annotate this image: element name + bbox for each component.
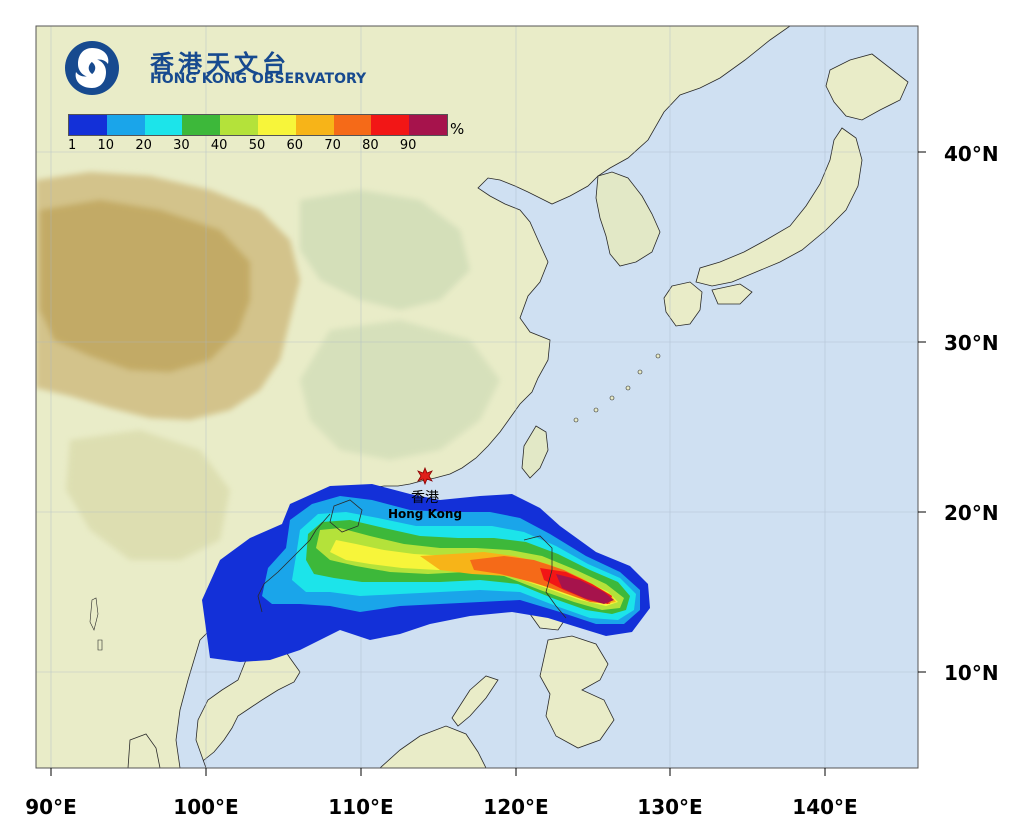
coastline-overlay [257, 499, 567, 619]
lon-label-110: 110°E [328, 795, 394, 819]
legend-swatch [409, 115, 447, 135]
legend-swatch [295, 115, 334, 135]
legend-swatch [333, 115, 372, 135]
logo-chinese-name: 香港天文台 [150, 50, 290, 78]
axis-ticks [50, 151, 926, 776]
lat-label-10: 10°N [944, 661, 999, 685]
legend-swatch [69, 115, 107, 135]
honshu [695, 127, 863, 287]
lon-label-140: 140°E [792, 795, 858, 819]
indochina-hills [66, 430, 230, 560]
probability-legend: 1 10 20 30 40 50 60 70 80 90 % [68, 114, 464, 154]
city-name-english: Hong Kong [387, 507, 463, 521]
map-frame [35, 25, 919, 769]
andaman-islands [89, 597, 103, 651]
red-star-icon [417, 466, 433, 486]
ryukyu-islands [573, 353, 661, 423]
loess-hills [300, 190, 470, 310]
legend-tick-label: 20 [135, 138, 152, 153]
kyushu [663, 281, 703, 327]
lon-label-120: 120°E [483, 795, 549, 819]
korean-peninsula [595, 171, 661, 267]
lon-label-130: 130°E [637, 795, 703, 819]
legend-swatch [144, 115, 183, 135]
legend-swatch [106, 115, 145, 135]
mountain-core [40, 200, 250, 372]
city-name-chinese: 香港 [411, 490, 439, 506]
malay-peninsula [127, 733, 161, 768]
borneo [379, 725, 487, 768]
swath-band-10 [556, 574, 614, 604]
legend-swatch [371, 115, 410, 135]
legend-swatch [182, 115, 221, 135]
legend-tick-label: 60 [286, 138, 304, 153]
lon-label-100: 100°E [173, 795, 239, 819]
swath-band-6 [330, 540, 618, 606]
shikoku [711, 283, 753, 305]
legend-tick-label: 40 [210, 138, 228, 153]
lon-label-90: 90°E [25, 795, 77, 819]
legend-swatch [220, 115, 258, 135]
legend-tick-label: 90 [399, 138, 417, 153]
legend-tick-label: 80 [362, 138, 379, 153]
legend-unit: % [450, 120, 465, 138]
legend-tick-label: 10 [97, 138, 115, 153]
hko-logo: 香港天文台 HONG KONG OBSERVATORY [64, 40, 384, 104]
legend-tick-label: 1 [68, 138, 77, 153]
legend-ticks: 1 10 20 30 40 50 60 70 80 90 [68, 136, 448, 154]
hko-emblem-icon [65, 41, 119, 95]
lat-label-40: 40°N [944, 142, 999, 166]
legend-color-bar [68, 114, 448, 136]
palawan [451, 675, 499, 727]
legend-tick-label: 50 [248, 138, 266, 153]
map-frame-content [36, 26, 918, 768]
legend-tick-label: 70 [324, 138, 341, 153]
southern-hills [300, 320, 500, 460]
legend-swatch [257, 115, 296, 135]
hokkaido [825, 53, 909, 121]
visayas-mindanao [539, 635, 615, 749]
lat-label-20: 20°N [944, 501, 999, 525]
lat-label-30: 30°N [944, 331, 999, 355]
logo-english-name: HONG KONG OBSERVATORY [150, 71, 367, 87]
legend-tick-label: 30 [173, 138, 190, 153]
taiwan [521, 425, 549, 479]
